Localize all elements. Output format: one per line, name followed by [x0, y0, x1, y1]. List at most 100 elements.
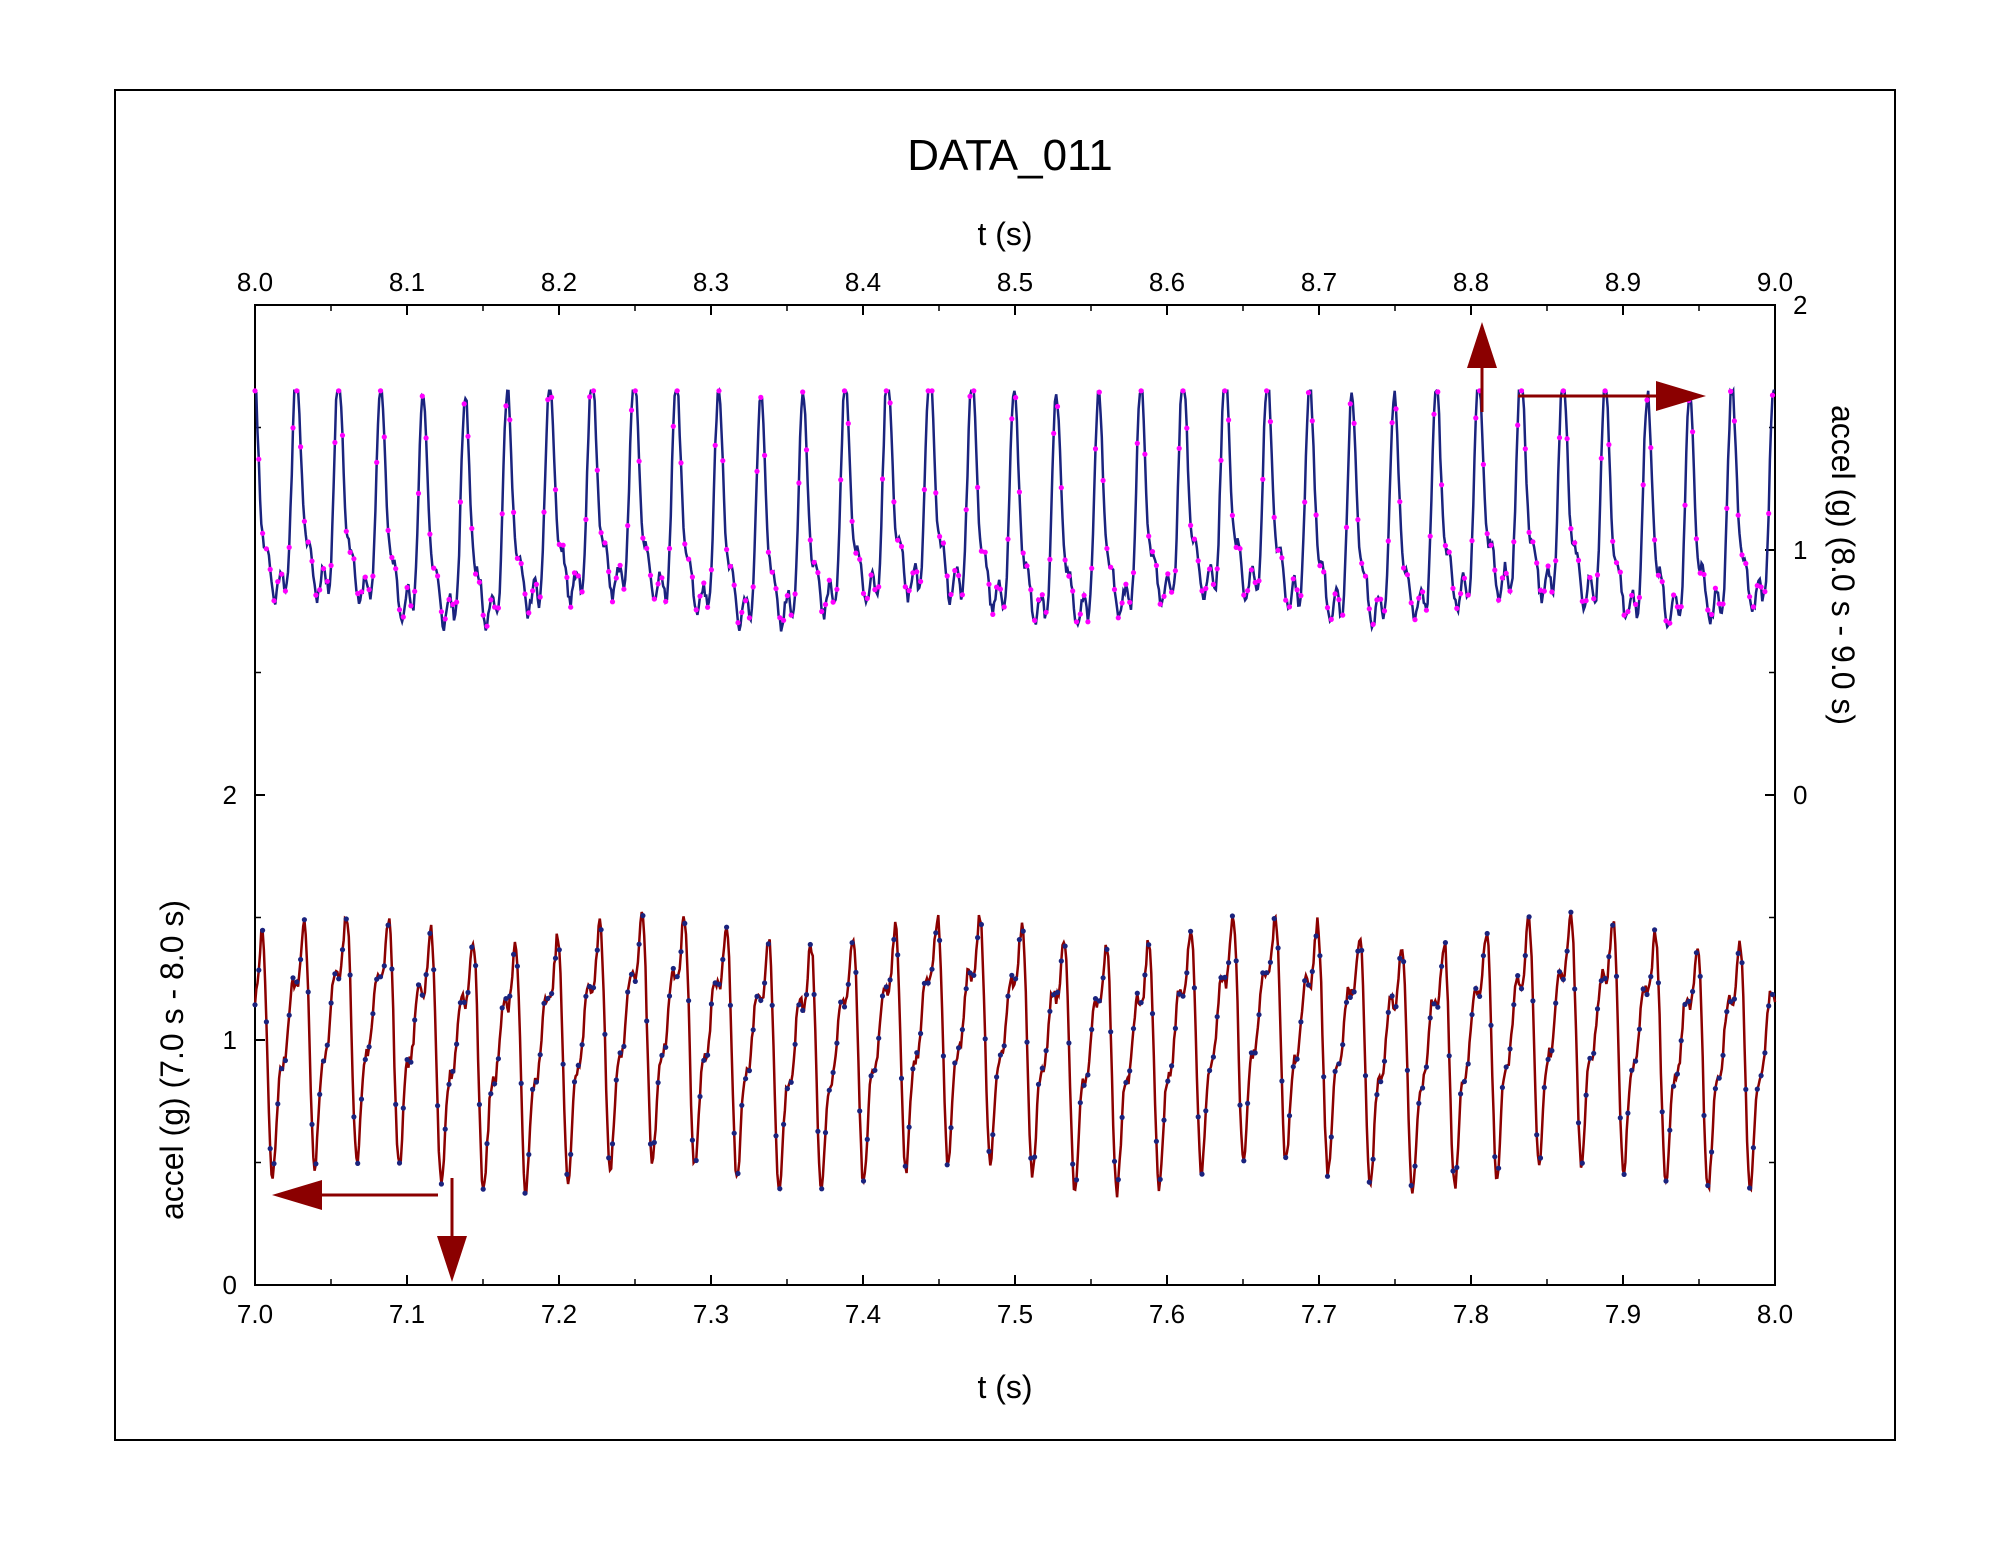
data-point: [682, 920, 688, 927]
data-point: [906, 1124, 912, 1130]
data-point: [1758, 1073, 1764, 1079]
data-point: [1226, 417, 1232, 423]
data-point: [1305, 982, 1312, 988]
data-point: [632, 978, 638, 985]
data-point: [1321, 1074, 1327, 1080]
data-point: [1191, 985, 1197, 991]
data-point: [1674, 1071, 1680, 1077]
data-point: [746, 615, 753, 621]
data-point: [1001, 1043, 1007, 1049]
data-point: [298, 444, 304, 450]
bottom-tick-label: 7.4: [845, 1299, 881, 1329]
data-point: [1245, 1100, 1251, 1106]
data-point: [1712, 1086, 1718, 1092]
data-point: [921, 980, 928, 986]
data-point: [1636, 594, 1642, 601]
data-point: [320, 1058, 327, 1064]
data-point: [982, 549, 988, 555]
data-point: [339, 432, 346, 438]
data-point: [822, 1130, 829, 1136]
data-point: [415, 490, 422, 496]
data-point: [1066, 573, 1072, 579]
data-point: [1256, 1012, 1262, 1018]
data-point: [1073, 1177, 1080, 1183]
data-point: [636, 458, 642, 464]
data-point: [389, 966, 395, 972]
data-point: [473, 963, 479, 969]
bottom-tick-label: 8.0: [1757, 1299, 1793, 1329]
data-point: [1731, 996, 1737, 1002]
data-point: [1009, 972, 1015, 978]
data-point: [1165, 571, 1171, 577]
data-point: [1401, 959, 1407, 965]
data-point: [256, 456, 262, 462]
data-point: [1123, 581, 1129, 587]
data-point: [1286, 604, 1293, 610]
data-point: [1728, 388, 1734, 394]
data-point: [1013, 976, 1019, 982]
data-point: [1100, 975, 1106, 981]
data-point: [986, 1148, 992, 1154]
data-point: [492, 1081, 498, 1087]
data-point: [343, 528, 349, 534]
data-point: [689, 1137, 696, 1143]
data-point: [1458, 591, 1464, 597]
data-point: [1115, 615, 1121, 621]
data-point: [609, 599, 616, 605]
data-point: [370, 1011, 376, 1017]
data-point: [1199, 1171, 1205, 1177]
data-point: [533, 1079, 540, 1085]
data-point: [1587, 1055, 1593, 1061]
data-point: [336, 388, 342, 394]
data-point: [1340, 612, 1346, 618]
data-point: [956, 572, 962, 579]
data-point: [1385, 1009, 1391, 1016]
data-point: [982, 1036, 988, 1042]
data-point: [267, 566, 273, 573]
data-point: [872, 587, 878, 593]
data-point: [807, 537, 813, 543]
data-point: [1446, 549, 1452, 555]
data-point: [1324, 605, 1331, 611]
bottom-tick-label: 7.0: [237, 1299, 273, 1329]
top-tick-label: 8.3: [693, 267, 729, 297]
data-point: [552, 487, 559, 493]
data-point: [579, 589, 585, 595]
data-point: [568, 1151, 574, 1157]
data-point: [1203, 1108, 1209, 1114]
data-point: [602, 1031, 608, 1037]
data-point: [655, 1080, 661, 1086]
data-point: [457, 1000, 463, 1006]
data-point: [271, 1161, 277, 1167]
data-point: [1389, 993, 1395, 999]
data-point: [1039, 592, 1045, 598]
data-point: [686, 556, 692, 562]
data-point: [773, 1133, 779, 1139]
data-point: [868, 572, 874, 578]
data-point: [279, 1066, 285, 1072]
data-point: [1001, 604, 1007, 610]
data-point: [1606, 442, 1612, 448]
data-point: [1636, 1026, 1642, 1032]
data-point: [465, 433, 471, 439]
data-point: [898, 1075, 905, 1081]
data-point: [636, 941, 642, 947]
data-point: [971, 972, 977, 978]
data-point: [1518, 986, 1525, 992]
data-point: [1146, 942, 1152, 948]
data-point: [602, 540, 608, 546]
data-point: [1530, 998, 1536, 1004]
data-point: [1359, 560, 1365, 566]
data-point: [1146, 533, 1152, 539]
data-point: [282, 588, 288, 594]
data-point: [1515, 422, 1521, 428]
series-1: [252, 909, 1777, 1198]
data-point: [465, 989, 471, 996]
data-point: [503, 996, 509, 1002]
data-point: [1275, 945, 1281, 951]
data-point: [731, 582, 737, 588]
data-point: [655, 581, 661, 587]
data-point: [800, 1007, 806, 1014]
data-point: [853, 969, 859, 976]
data-point: [777, 1186, 783, 1192]
